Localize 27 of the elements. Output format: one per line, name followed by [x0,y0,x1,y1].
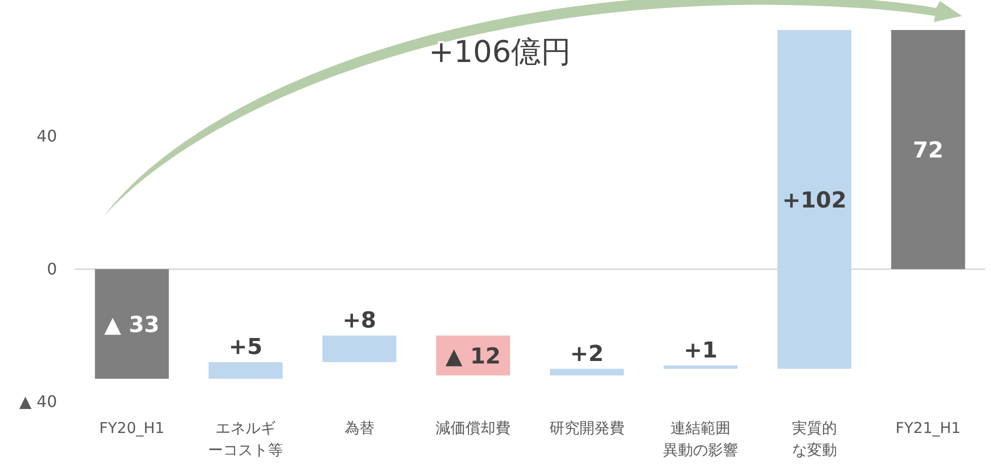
x-tick-label: 減価償却費 [436,419,511,437]
data-label: +1 [684,338,718,364]
x-tick-label: 為替 [344,419,374,437]
x-tick-label: エネルギーコスト等 [208,419,284,459]
data-label: ▲ 33 [104,312,160,338]
data-label: +5 [228,335,262,360]
data-label: 72 [912,138,944,164]
x-tick-label: FY21_H1 [896,419,961,437]
annotation: +106億円 [428,35,572,70]
data-label: ▲ 12 [446,344,501,370]
bar [550,368,624,376]
bar [891,30,966,270]
x-tick-label: 連結範囲異動の影響 [663,419,738,459]
x-tick-label: 研究開発費 [549,419,624,437]
y-tick-label: 0 [46,259,57,278]
data-label: +102 [782,188,847,214]
data-label: +8 [342,308,376,334]
bar [777,30,852,369]
bar [664,365,738,369]
y-tick-label: 40 [36,126,57,146]
y-tick-label: ▲ 40 [19,392,57,412]
data-label: +2 [570,342,604,367]
x-tick-label: 実質的な変動 [792,419,837,459]
bar [322,336,396,362]
x-tick-label: FY20_H1 [99,419,164,437]
bar [208,362,283,379]
bar [94,269,169,379]
